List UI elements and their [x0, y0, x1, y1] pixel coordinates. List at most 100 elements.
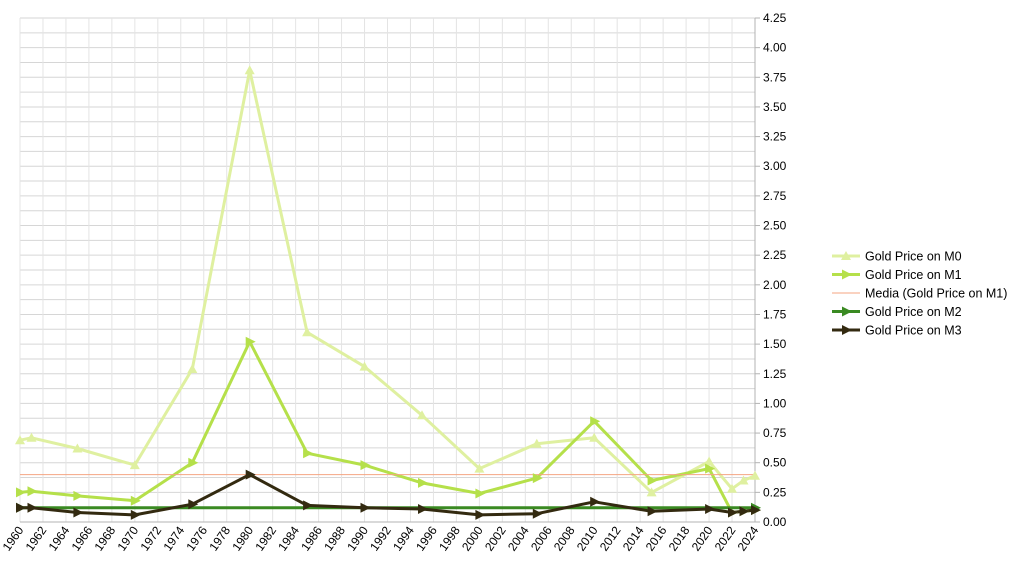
- data-point: [646, 487, 657, 497]
- data-point: [16, 502, 26, 513]
- data-point: [418, 477, 428, 488]
- x-tick-label: 1998: [436, 523, 463, 553]
- data-point: [359, 361, 370, 371]
- data-point: [303, 448, 314, 459]
- data-point: [751, 505, 761, 516]
- data-point: [187, 364, 198, 373]
- y-tick-label: 1.50: [763, 337, 787, 351]
- x-tick-label: 2012: [597, 523, 624, 553]
- data-point: [739, 506, 750, 517]
- data-point: [16, 487, 26, 498]
- y-tick-label: 3.50: [763, 100, 787, 114]
- x-tick-label: 1996: [413, 523, 440, 553]
- data-point: [302, 327, 313, 337]
- data-point: [244, 65, 255, 75]
- x-tick-label: 1984: [275, 523, 302, 553]
- x-tick-label: 1990: [344, 523, 371, 553]
- x-tick-label: 1968: [92, 523, 119, 553]
- legend-label: Gold Price on M1: [865, 268, 962, 282]
- y-tick-label: 0.00: [763, 515, 787, 529]
- y-tick-label: 4.25: [763, 11, 787, 25]
- data-point: [360, 460, 371, 471]
- data-point: [72, 443, 83, 453]
- legend-label: Media (Gold Price on M1): [865, 287, 1007, 301]
- x-tick-label: 1962: [23, 523, 50, 553]
- y-tick-label: 2.75: [763, 189, 787, 203]
- y-tick-label: 2.50: [763, 219, 787, 233]
- legend-label: Gold Price on M0: [865, 250, 962, 264]
- data-point: [303, 500, 314, 511]
- data-point: [245, 336, 256, 347]
- y-tick-label: 3.75: [763, 70, 787, 84]
- y-tick-label: 0.50: [763, 456, 787, 470]
- data-point: [360, 502, 371, 513]
- data-point: [532, 508, 543, 519]
- data-point: [73, 507, 84, 518]
- data-point: [27, 486, 38, 497]
- x-tick-label: 1974: [160, 523, 187, 553]
- data-point: [130, 509, 141, 520]
- y-tick-labels: 0.00 0.25 0.50 0.75 1.00 1.25 1.50 1.75 2.00 2.25…: [763, 11, 787, 529]
- data-point: [590, 496, 601, 507]
- data-point: [705, 504, 716, 514]
- y-tick-label: 2.25: [763, 248, 787, 262]
- data-point: [841, 251, 851, 260]
- data-point: [418, 504, 428, 514]
- axes: [20, 17, 760, 523]
- x-tick-label: 1994: [390, 523, 417, 553]
- data-point: [589, 432, 600, 442]
- data-point: [188, 499, 199, 510]
- data-point: [647, 475, 658, 486]
- x-tick-label: 1986: [298, 523, 325, 553]
- x-tick-label: 1960: [0, 523, 27, 553]
- data-point: [475, 509, 486, 520]
- data-point: [73, 490, 84, 501]
- data-point: [728, 507, 738, 518]
- data-point: [475, 488, 486, 499]
- y-tick-label: 0.75: [763, 426, 787, 440]
- y-tick-label: 2.00: [763, 278, 787, 292]
- legend: Gold Price on M0 Gold Price on M1 Media (G…: [832, 250, 1007, 338]
- data-point: [474, 463, 485, 473]
- data-point: [842, 306, 852, 317]
- x-tick-label: 2016: [643, 523, 670, 553]
- series-markers: [15, 65, 761, 520]
- series-lines: [19, 68, 756, 517]
- x-tick-label: 1982: [252, 523, 279, 553]
- x-tick-label: 1978: [206, 523, 233, 553]
- x-tick-label: 2018: [666, 523, 693, 553]
- data-point: [842, 269, 852, 280]
- y-tick-label: 4.00: [763, 41, 787, 55]
- y-tick-label: 1.75: [763, 307, 787, 321]
- data-point: [647, 506, 658, 517]
- legend-label: Gold Price on M2: [865, 305, 962, 319]
- data-point: [738, 475, 749, 485]
- x-tick-label: 1966: [69, 523, 96, 553]
- data-point: [188, 457, 199, 468]
- x-tick-label: 2024: [735, 523, 762, 553]
- data-point: [705, 463, 716, 474]
- x-tick-label: 1988: [321, 523, 348, 553]
- y-tick-label: 3.00: [763, 159, 787, 173]
- x-tick-labels: 1960196219641966196819701972197419761978…: [0, 523, 762, 553]
- grid-lines: [19, 17, 756, 523]
- x-tick-label: 1976: [183, 523, 210, 553]
- y-tick-label: 1.25: [763, 367, 787, 381]
- x-tick-label: 1980: [229, 523, 256, 553]
- data-point: [727, 483, 737, 493]
- data-point: [27, 502, 38, 513]
- x-tick-label: 2022: [712, 523, 739, 553]
- data-point: [704, 456, 715, 466]
- x-tick-label: 1964: [46, 523, 73, 553]
- data-point: [531, 438, 542, 448]
- x-tick-label: 2006: [528, 523, 555, 553]
- data-point: [130, 495, 141, 506]
- y-tick-label: 1.00: [763, 396, 787, 410]
- x-tick-label: 1992: [367, 523, 394, 553]
- legend-label: Gold Price on M3: [865, 324, 962, 338]
- data-point: [842, 325, 852, 335]
- y-tick-label: 0.25: [763, 485, 787, 499]
- x-tick-label: 2000: [459, 523, 486, 553]
- data-point: [590, 416, 601, 427]
